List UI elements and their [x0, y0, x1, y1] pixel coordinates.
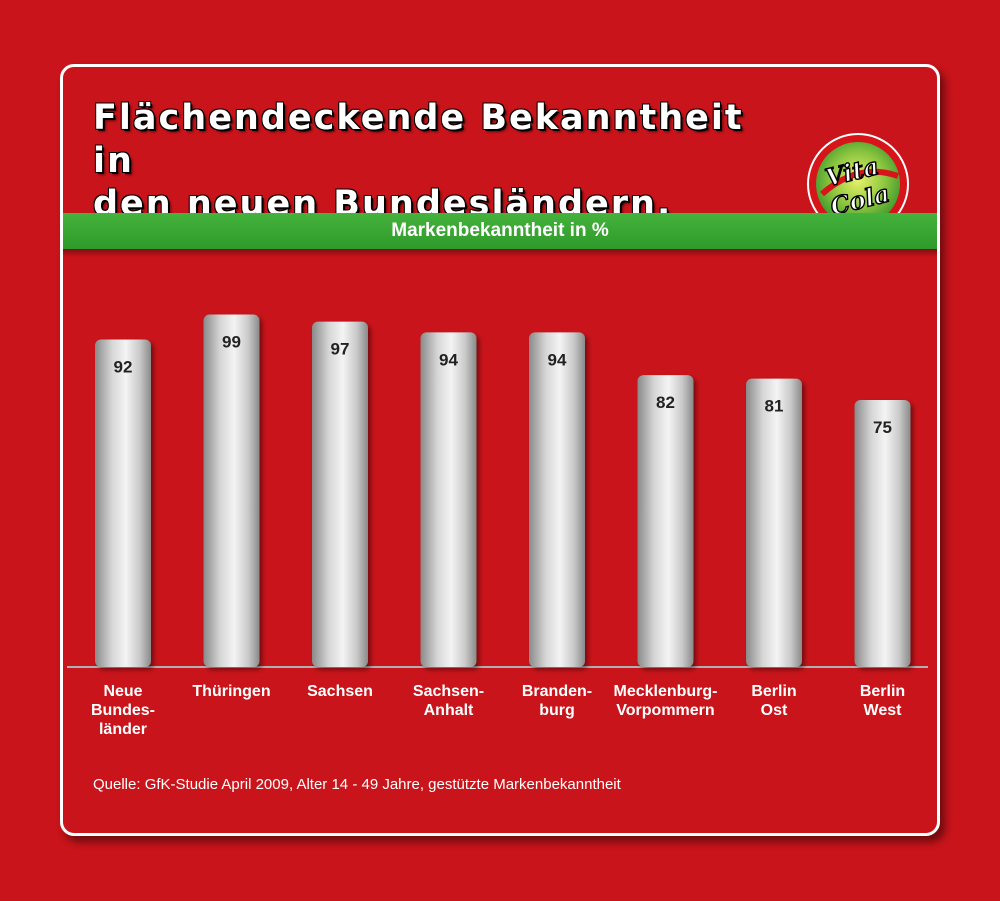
chart-panel: Flächendeckende Bekanntheit in den neuen… [60, 64, 940, 836]
category-label: Sachsen [307, 683, 373, 700]
bar-value-label: 97 [331, 340, 350, 359]
bar-value-label: 99 [222, 333, 241, 352]
bar [95, 339, 151, 667]
category-label: Berlin West [860, 683, 905, 719]
source-note: Quelle: GfK-Studie April 2009, Alter 14 … [93, 776, 621, 793]
bar [203, 314, 260, 667]
category-label: Berlin Ost [751, 683, 796, 719]
bar [420, 332, 477, 667]
category-label: Mecklenburg-Vorpommern [613, 683, 717, 719]
bar-value-label: 81 [765, 397, 784, 416]
bar-value-label: 94 [439, 350, 458, 369]
bar-value-label: 94 [548, 350, 567, 369]
bar [529, 332, 585, 667]
chart-subtitle: Markenbekanntheit in % [391, 220, 609, 241]
bar [746, 378, 802, 667]
bar [854, 400, 911, 667]
bar [637, 375, 694, 667]
bar-value-label: 75 [873, 418, 892, 437]
category-label: Neue Bundes-länder [91, 683, 155, 738]
bar-value-label: 92 [114, 357, 133, 376]
category-label: Branden-burg [522, 683, 592, 719]
bar [312, 321, 368, 667]
category-label: Thüringen [192, 683, 270, 700]
band-shadow [63, 249, 937, 257]
subtitle-band: Markenbekanntheit in % [63, 213, 937, 249]
bar-chart: 92 Neue Bundes-länder 99 Thüringen 97 Sachsen 9… [67, 314, 928, 738]
bar-value-label: 82 [656, 393, 675, 412]
category-label: Sachsen-Anhalt [413, 683, 484, 719]
